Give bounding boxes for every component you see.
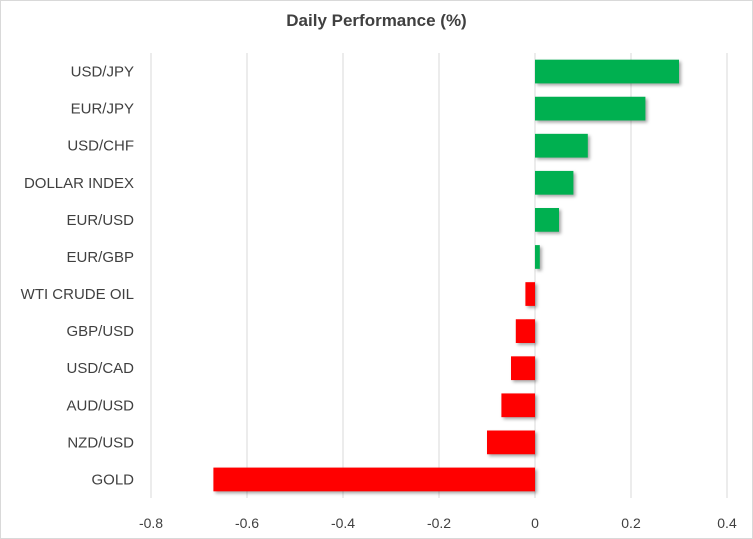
category-label: DOLLAR INDEX — [24, 175, 134, 192]
bar — [525, 282, 535, 306]
bar — [535, 245, 540, 269]
category-label: USD/CAD — [66, 360, 134, 377]
gridlines — [150, 53, 728, 498]
bar — [535, 59, 679, 84]
category-label: USD/CHF — [67, 138, 134, 155]
category-label: EUR/USD — [66, 212, 134, 229]
x-tick-label: -0.8 — [139, 515, 163, 531]
bar — [487, 430, 535, 455]
bar — [535, 208, 559, 232]
category-label: AUD/USD — [66, 397, 134, 414]
x-tick-label: 0 — [531, 515, 539, 531]
bars — [213, 59, 679, 492]
x-tick-label: -0.2 — [427, 515, 451, 531]
bar — [501, 393, 535, 418]
category-label: GBP/USD — [66, 323, 134, 340]
bar — [535, 170, 574, 195]
category-label: NZD/USD — [67, 434, 134, 451]
bar — [535, 96, 646, 121]
category-label: USD/JPY — [71, 64, 134, 81]
x-tick-labels: -0.8 -0.6 -0.4 -0.2 0 0.2 0.4 — [139, 515, 737, 531]
bar — [515, 319, 535, 343]
bar — [511, 356, 535, 381]
x-tick-label: 0.2 — [621, 515, 641, 531]
category-label: EUR/JPY — [71, 101, 134, 118]
x-tick-label: -0.4 — [331, 515, 355, 531]
bar — [213, 467, 535, 492]
bar — [535, 133, 588, 158]
chart-title: Daily Performance (%) — [286, 11, 467, 30]
category-label: WTI CRUDE OIL — [21, 286, 134, 303]
x-tick-label: -0.6 — [235, 515, 259, 531]
category-label: EUR/GBP — [66, 249, 134, 266]
x-tick-label: 0.4 — [717, 515, 737, 531]
category-label: GOLD — [91, 471, 134, 488]
category-labels: USD/JPY EUR/JPY USD/CHF DOLLAR INDEX EUR/USD… — [21, 64, 135, 489]
